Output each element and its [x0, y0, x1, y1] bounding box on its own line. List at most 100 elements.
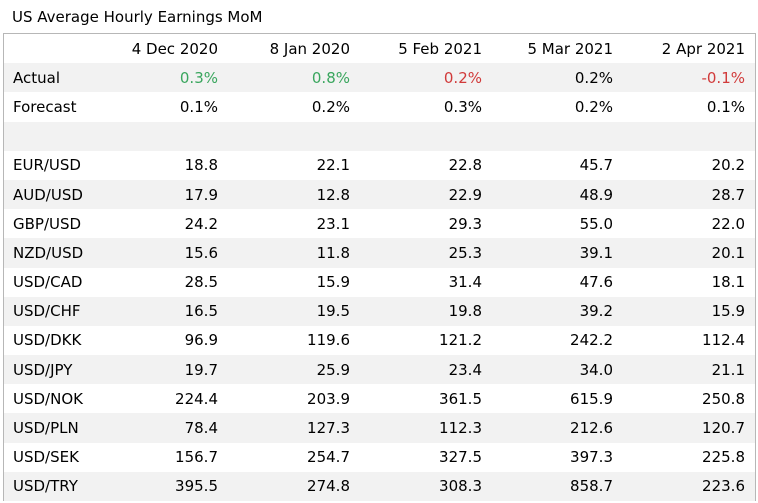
row-label: NZD/USD: [4, 238, 98, 268]
table-cell: 23.4: [360, 355, 492, 385]
table-cell: 120.7: [623, 413, 755, 443]
table-cell: 29.3: [448, 214, 482, 233]
table-cell: 18.8: [184, 156, 218, 175]
table-cell: 31.4: [448, 273, 482, 292]
column-header: 2 Apr 2021: [623, 34, 755, 64]
currency-pair-row: EUR/USD 18.8 22.1 22.8 45.7 20.2: [4, 151, 755, 180]
row-label: USD/DKK: [13, 331, 82, 350]
row-label: USD/NOK: [13, 389, 83, 408]
currency-pair-row: USD/DKK 96.9 119.6 121.2 242.2 112.4: [4, 326, 755, 355]
table-cell: 22.1: [316, 156, 350, 175]
table-cell: 19.5: [228, 296, 360, 326]
column-header: 4 Dec 2020: [98, 34, 228, 64]
header-corner: [4, 34, 98, 64]
table-cell: 119.6: [307, 331, 350, 350]
row-label: USD/TRY: [4, 471, 98, 501]
table-cell: 96.9: [184, 331, 218, 350]
table-cell: 47.6: [579, 273, 613, 292]
table-cell: 274.8: [228, 471, 360, 501]
data-table-frame: 4 Dec 2020 8 Jan 2020 5 Feb 2021 5 Mar 2…: [3, 33, 756, 501]
table-cell: 25.3: [360, 238, 492, 268]
header-row: 4 Dec 2020 8 Jan 2020 5 Feb 2021 5 Mar 2…: [4, 34, 755, 64]
table-cell: 55.0: [579, 214, 613, 233]
table-cell: 19.8: [360, 296, 492, 326]
column-header: 5 Mar 2021: [492, 34, 623, 64]
currency-pair-row: USD/PLN 78.4 127.3 112.3 212.6 120.7: [4, 413, 755, 443]
table-cell: 156.7: [175, 448, 218, 467]
table-cell: 15.9: [623, 296, 755, 326]
currency-pair-row: NZD/USD 15.6 11.8 25.3 39.1 20.1: [4, 238, 755, 268]
table-cell: 21.1: [623, 355, 755, 385]
currency-pair-row: USD/CHF 16.5 19.5 19.8 39.2 15.9: [4, 296, 755, 326]
row-label: USD/JPY: [4, 355, 98, 385]
table-cell: 250.8: [702, 389, 745, 408]
table-cell: 39.1: [492, 238, 623, 268]
table-cell: 212.6: [492, 413, 623, 443]
table-cell: 78.4: [98, 413, 228, 443]
table-cell: 0.1%: [706, 97, 745, 116]
table-cell: 17.9: [98, 179, 228, 210]
table-cell: 308.3: [360, 471, 492, 501]
table-cell: 0.2%: [311, 97, 350, 116]
table-cell: 395.5: [98, 471, 228, 501]
currency-pair-row: GBP/USD 24.2 23.1 29.3 55.0 22.0: [4, 209, 755, 238]
row-label: USD/PLN: [4, 413, 98, 443]
table-cell: 225.8: [702, 448, 745, 467]
table-cell: 242.2: [570, 331, 613, 350]
table-cell: 20.1: [623, 238, 755, 268]
table-cell: [360, 121, 492, 151]
table-cell: 28.5: [184, 273, 218, 292]
spacer-row: [4, 121, 755, 151]
currency-pair-row: USD/JPY 19.7 25.9 23.4 34.0 21.1: [4, 355, 755, 385]
table-cell: 22.0: [711, 214, 745, 233]
table-cell: 397.3: [570, 448, 613, 467]
table-cell: 0.2%: [574, 97, 613, 116]
table-cell: 0.1%: [179, 97, 218, 116]
table-cell: 327.5: [439, 448, 482, 467]
row-label: Forecast: [13, 97, 77, 116]
table-cell: 19.7: [98, 355, 228, 385]
table-cell: -0.1%: [623, 63, 755, 93]
table-cell: 24.2: [184, 214, 218, 233]
forecast-row: Forecast 0.1% 0.2% 0.3% 0.2% 0.1%: [4, 92, 755, 121]
currency-pair-row: AUD/USD 17.9 12.8 22.9 48.9 28.7: [4, 179, 755, 210]
table-cell: 858.7: [492, 471, 623, 501]
table-title: US Average Hourly Earnings MoM: [12, 8, 263, 26]
currency-pair-row: USD/TRY 395.5 274.8 308.3 858.7 223.6: [4, 471, 755, 501]
table-cell: 25.9: [228, 355, 360, 385]
row-label: USD/CHF: [4, 296, 98, 326]
row-label: Actual: [4, 63, 98, 93]
earnings-table: 4 Dec 2020 8 Jan 2020 5 Feb 2021 5 Mar 2…: [4, 34, 755, 501]
table-cell: 28.7: [623, 179, 755, 210]
table-cell: 112.4: [702, 331, 745, 350]
currency-pair-row: USD/SEK 156.7 254.7 327.5 397.3 225.8: [4, 443, 755, 472]
table-cell: [492, 121, 623, 151]
table-cell: 361.5: [439, 389, 482, 408]
table-cell: 20.2: [711, 156, 745, 175]
table-cell: 48.9: [492, 179, 623, 210]
table-cell: 15.9: [316, 273, 350, 292]
table-cell: 121.2: [439, 331, 482, 350]
table-cell: 15.6: [98, 238, 228, 268]
table-cell: 0.8%: [228, 63, 360, 93]
column-header: 8 Jan 2020: [228, 34, 360, 64]
actual-row: Actual 0.3% 0.8% 0.2% 0.2% -0.1%: [4, 63, 755, 93]
table-cell: 223.6: [623, 471, 755, 501]
row-label: USD/SEK: [13, 448, 79, 467]
table-cell: 615.9: [570, 389, 613, 408]
table-cell: 39.2: [492, 296, 623, 326]
table-cell: 224.4: [175, 389, 218, 408]
table-cell: 16.5: [98, 296, 228, 326]
currency-pair-row: USD/NOK 224.4 203.9 361.5 615.9 250.8: [4, 384, 755, 413]
table-cell: 0.3%: [443, 97, 482, 116]
table-cell: 34.0: [492, 355, 623, 385]
table-cell: 23.1: [316, 214, 350, 233]
row-label: EUR/USD: [13, 156, 81, 175]
row-label: AUD/USD: [4, 179, 98, 210]
table-cell: 0.2%: [492, 63, 623, 93]
currency-pair-row: USD/CAD 28.5 15.9 31.4 47.6 18.1: [4, 268, 755, 297]
table-cell: 22.9: [360, 179, 492, 210]
table-cell: 12.8: [228, 179, 360, 210]
table-cell: [623, 121, 755, 151]
table-cell: 127.3: [228, 413, 360, 443]
